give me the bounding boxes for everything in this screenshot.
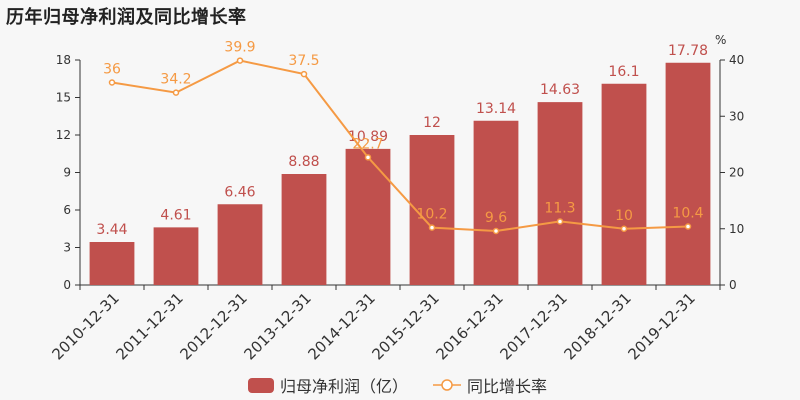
bar [665,62,711,285]
y-left-tick-label: 15 [56,91,71,105]
bar-label: 10.89 [348,129,388,145]
y-left-tick-label: 12 [56,128,71,142]
x-tick-label: 2015-12-31 [368,289,442,363]
growth-point [172,89,180,96]
legend-swatch-line [433,379,461,391]
bar [537,102,583,285]
growth-line [111,59,689,233]
x-tick-label: 2017-12-31 [496,289,570,363]
legend-label-line: 同比增长率 [467,377,548,396]
line-label: 37.5 [288,53,319,69]
bar-label: 8.88 [288,154,319,170]
line-label: 34.2 [160,72,191,88]
y-right-tick-label: 0 [729,278,737,292]
line-label: 11.3 [544,200,575,216]
y-right-tick-label: 30 [729,109,744,123]
x-tick-label: 2014-12-31 [304,289,378,363]
growth-point [300,70,308,78]
legend-item-line[interactable]: 同比增长率 [433,373,547,397]
growth-point [556,218,564,225]
line-label: 10.2 [416,207,447,223]
x-tick-label: 2018-12-31 [560,289,634,363]
y-left-tick-label: 0 [63,278,71,292]
line-label: 36 [103,62,121,78]
line-label: 9.6 [485,210,507,226]
bar [473,120,519,285]
x-tick-label: 2016-12-31 [432,289,506,363]
bar [601,83,647,285]
y-left-tick-label: 6 [63,203,71,217]
bar-label: 13.14 [476,101,516,117]
x-tick-label: 2010-12-31 [48,289,122,363]
y-left-tick-label: 3 [63,241,71,255]
bar-label: 12 [423,115,441,131]
growth-point [108,79,116,86]
growth-point [684,223,692,230]
x-tick-label: 2011-12-31 [112,289,186,363]
bar-label: 4.61 [160,207,191,223]
bar [89,242,135,285]
x-tick-label: 2013-12-31 [240,289,314,363]
y-right-tick-label: 40 [729,53,744,67]
y-right-unit: % [715,33,726,47]
growth-point [428,224,436,231]
line-label: 22.7 [352,136,383,152]
legend-swatch-bar [248,377,274,393]
line-label: 10 [615,208,633,224]
bar-label: 17.78 [668,43,708,59]
chart: 0369121518010203040%2010-12-312011-12-31… [48,33,744,363]
x-tick-label: 2019-12-31 [624,289,698,363]
bar-label: 16.1 [608,64,639,80]
bar [281,174,327,285]
legend-label-bar: 归母净利润（亿） [280,377,409,396]
growth-point [364,154,372,161]
bar [345,148,391,285]
growth-point [492,227,500,235]
bar-label: 14.63 [540,82,580,98]
legend-item-bar[interactable]: 归母净利润（亿） [248,373,408,397]
bar [217,204,263,285]
page-title: 历年归母净利润及同比增长率 [6,7,247,28]
line-label: 10.4 [672,206,703,222]
bar-label: 6.46 [224,184,255,200]
y-left-tick-label: 18 [56,53,71,67]
line-label: 39.9 [224,40,255,56]
growth-point [236,57,244,64]
growth-point [620,225,628,232]
legend: 归母净利润（亿） 同比增长率 [0,373,800,397]
x-tick-label: 2012-12-31 [176,289,250,363]
y-right-tick-label: 10 [729,222,744,236]
bar-label: 3.44 [96,222,127,238]
bar [153,227,199,285]
y-right-tick-label: 20 [729,166,744,180]
y-left-tick-label: 9 [63,166,71,180]
